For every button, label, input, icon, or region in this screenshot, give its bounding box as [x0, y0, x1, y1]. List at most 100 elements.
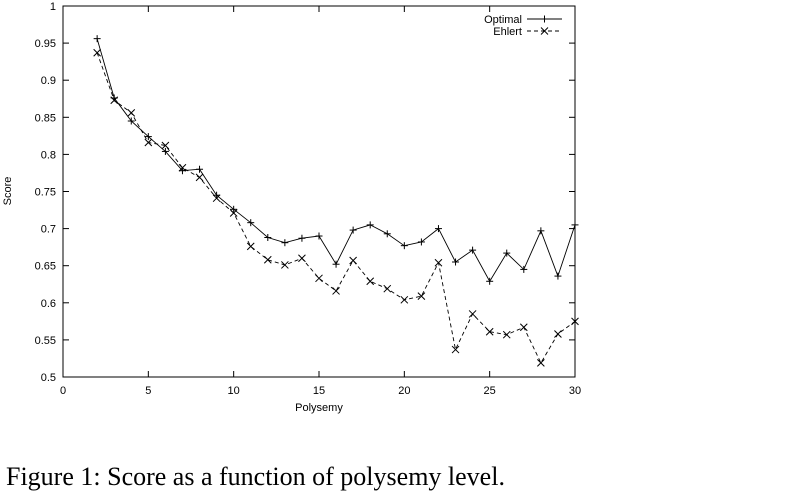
data-point-ehlert — [246, 242, 255, 251]
marker-stroke — [537, 359, 545, 367]
x-tick-label: 10 — [228, 385, 240, 397]
y-tick-label: 0.65 — [35, 261, 56, 273]
x-tick-label: 15 — [313, 385, 325, 397]
marker-stroke — [281, 261, 289, 269]
marker-stroke — [298, 254, 306, 263]
data-point-ehlert — [366, 277, 375, 286]
y-tick-label: 0.55 — [35, 335, 56, 347]
data-point-ehlert — [417, 292, 426, 300]
data-point-ehlert — [349, 256, 357, 265]
data-point-optimal — [349, 226, 357, 234]
legend-marker-optimal — [541, 15, 548, 23]
marker-stroke — [246, 242, 255, 251]
data-point-ehlert — [502, 330, 511, 339]
line-chart: 0 5 10 15 20 25 30 0.5 0.55 0.6 0.65 0.7 0.75 0.8 0.8… — [2, 1, 581, 414]
data-point-ehlert — [400, 295, 409, 304]
marker-stroke — [366, 277, 375, 286]
data-point-optimal — [366, 221, 374, 229]
y-tick-label: 0.9 — [41, 75, 56, 87]
marker-stroke — [332, 287, 340, 295]
data-point-ehlert — [281, 261, 289, 269]
x-tick-label: 30 — [569, 385, 581, 397]
plot-frame — [62, 5, 576, 378]
marker-stroke — [383, 284, 392, 293]
series-line-ehlert — [96, 52, 576, 364]
data-point-ehlert — [485, 327, 494, 336]
data-point-optimal — [537, 227, 545, 235]
marker-stroke — [417, 292, 426, 300]
data-point-optimal — [298, 234, 306, 242]
data-point-ehlert — [127, 108, 136, 117]
data-point-ehlert — [451, 345, 460, 354]
y-tick-label: 0.95 — [35, 38, 56, 50]
data-point-ehlert — [554, 330, 562, 338]
legend-label-ehlert: Ehlert — [493, 26, 522, 38]
data-point-optimal — [554, 272, 562, 280]
data-point-optimal — [332, 260, 340, 268]
marker-stroke — [519, 323, 528, 332]
data-point-optimal — [400, 242, 408, 250]
data-point-optimal — [315, 232, 323, 240]
x-axis-title: Polysemy — [295, 402, 343, 414]
data-point-ehlert — [212, 194, 221, 203]
data-point-ehlert — [519, 323, 528, 332]
data-point-ehlert — [537, 359, 545, 367]
data-point-optimal — [452, 258, 460, 266]
y-tick-label: 0.85 — [35, 112, 56, 124]
data-point-ehlert — [178, 163, 187, 172]
y-tick-label: 0.5 — [41, 372, 56, 384]
data-point-optimal — [93, 35, 101, 43]
data-point-optimal — [434, 225, 442, 233]
y-tick-label: 1 — [50, 1, 56, 13]
y-tick-label: 0.75 — [35, 187, 56, 199]
marker-stroke — [178, 163, 187, 172]
x-tick-label: 25 — [484, 385, 496, 397]
data-point-ehlert — [263, 255, 272, 264]
y-tick-label: 0.7 — [41, 224, 56, 236]
marker-stroke — [229, 209, 238, 217]
marker-stroke — [315, 274, 323, 283]
data-point-optimal — [469, 246, 477, 254]
marker-stroke — [161, 141, 170, 150]
marker-stroke — [400, 295, 409, 304]
marker-stroke — [127, 108, 136, 117]
data-point-optimal — [486, 277, 494, 285]
marker-stroke — [93, 48, 101, 57]
data-point-ehlert — [383, 284, 392, 293]
data-point-ehlert — [434, 258, 443, 267]
data-point-optimal — [503, 249, 511, 257]
marker-stroke — [540, 27, 549, 35]
marker-stroke — [144, 138, 153, 147]
data-point-optimal — [417, 238, 425, 246]
x-axis-ticks: 0 5 10 15 20 25 30 — [60, 6, 581, 397]
marker-stroke — [110, 96, 119, 105]
x-tick-label: 0 — [60, 385, 66, 397]
marker-stroke — [434, 258, 443, 267]
x-tick-label: 20 — [398, 385, 410, 397]
marker-stroke — [502, 330, 511, 339]
data-point-optimal — [520, 265, 528, 273]
legend-label-optimal: Optimal — [484, 14, 522, 26]
figure-caption: Figure 1: Score as a function of polysem… — [6, 462, 505, 491]
data-point-ehlert — [195, 173, 204, 182]
data-point-optimal — [161, 147, 169, 155]
data-point-ehlert — [144, 138, 153, 147]
marker-stroke — [451, 345, 460, 354]
data-point-ehlert — [229, 209, 238, 217]
data-point-optimal — [144, 133, 152, 141]
data-point-optimal — [127, 117, 135, 125]
marker-stroke — [349, 256, 357, 265]
data-point-ehlert — [161, 141, 170, 150]
marker-stroke — [195, 173, 204, 182]
data-point-optimal — [196, 165, 204, 173]
marker-stroke — [263, 255, 272, 264]
marker-stroke — [554, 330, 562, 338]
y-axis-ticks: 0.5 0.55 0.6 0.65 0.7 0.75 0.8 0.85 0.9 0.95 1 — [35, 1, 575, 384]
y-tick-label: 0.6 — [41, 298, 56, 310]
series-layer — [93, 35, 579, 367]
data-point-ehlert — [110, 96, 119, 105]
data-point-optimal — [247, 219, 255, 227]
data-point-optimal — [264, 234, 272, 242]
x-tick-label: 5 — [145, 385, 151, 397]
